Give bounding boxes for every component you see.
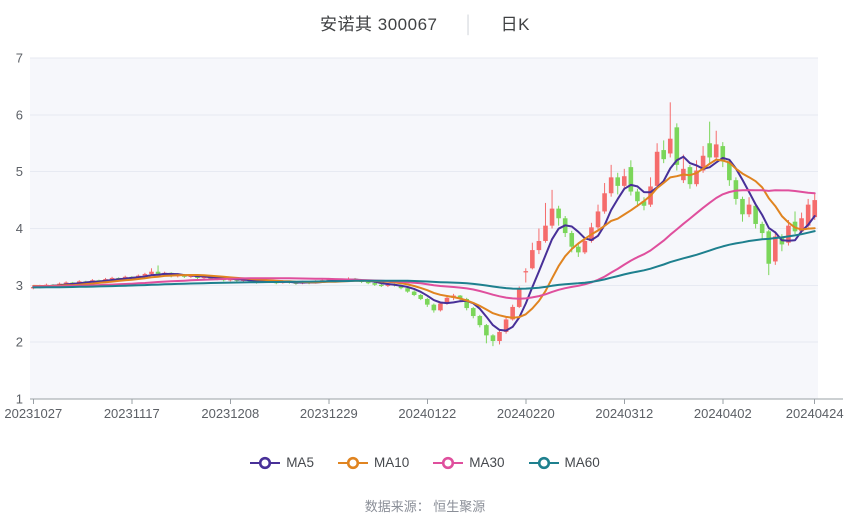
y-axis-label: 1 bbox=[16, 392, 23, 407]
ma5-line bbox=[32, 155, 816, 332]
legend-item-ma60[interactable]: MA60 bbox=[528, 455, 600, 470]
y-axis-label: 5 bbox=[16, 164, 23, 179]
chart-title: 安诺其 300067 │ 日K bbox=[0, 10, 850, 35]
legend-label: MA5 bbox=[286, 455, 314, 470]
ma10-line bbox=[32, 158, 816, 319]
x-axis-label: 20231229 bbox=[300, 406, 358, 421]
title-separator: │ bbox=[463, 15, 475, 34]
gridlines bbox=[30, 57, 818, 343]
x-axis-label: 20240424 bbox=[786, 406, 844, 421]
y-axis-label: 2 bbox=[16, 335, 23, 350]
ma30-line bbox=[32, 189, 816, 300]
y-axis-label: 6 bbox=[16, 107, 23, 122]
kline-chart[interactable]: 20231027 20231117 20231208 20231229 20240122… bbox=[0, 0, 850, 445]
y-axis-label: 3 bbox=[16, 278, 23, 293]
ma-legend: MA5 MA10 MA30 MA60 bbox=[0, 455, 850, 470]
title-symbol: 安诺其 300067 bbox=[320, 15, 438, 34]
legend-label: MA60 bbox=[564, 455, 600, 470]
legend-label: MA30 bbox=[469, 455, 505, 470]
legend-item-ma10[interactable]: MA10 bbox=[337, 455, 410, 470]
legend-item-ma5[interactable]: MA5 bbox=[250, 455, 314, 470]
legend-marker-icon bbox=[250, 456, 281, 469]
legend-marker-icon bbox=[433, 456, 464, 469]
legend-item-ma30[interactable]: MA30 bbox=[433, 455, 505, 470]
x-axis-label: 20240312 bbox=[595, 406, 653, 421]
y-axis-label: 4 bbox=[16, 221, 23, 236]
x-axis-label: 20240122 bbox=[398, 406, 456, 421]
x-axis-label: 20231208 bbox=[201, 406, 259, 421]
title-period: 日K bbox=[500, 15, 530, 34]
data-source: 数据来源： 恒生聚源 bbox=[364, 499, 486, 514]
legend-label: MA10 bbox=[373, 455, 410, 470]
x-axis-label: 20231117 bbox=[104, 406, 160, 421]
x-axis-label: 20240402 bbox=[694, 406, 752, 421]
x-axis-label: 20231027 bbox=[4, 406, 62, 421]
ma60-line bbox=[32, 230, 816, 290]
legend-marker-icon bbox=[337, 456, 368, 469]
x-axis-label: 20240220 bbox=[497, 406, 555, 421]
x-axis bbox=[30, 398, 843, 404]
legend-marker-icon bbox=[528, 456, 559, 469]
y-axis-label: 7 bbox=[16, 51, 23, 66]
